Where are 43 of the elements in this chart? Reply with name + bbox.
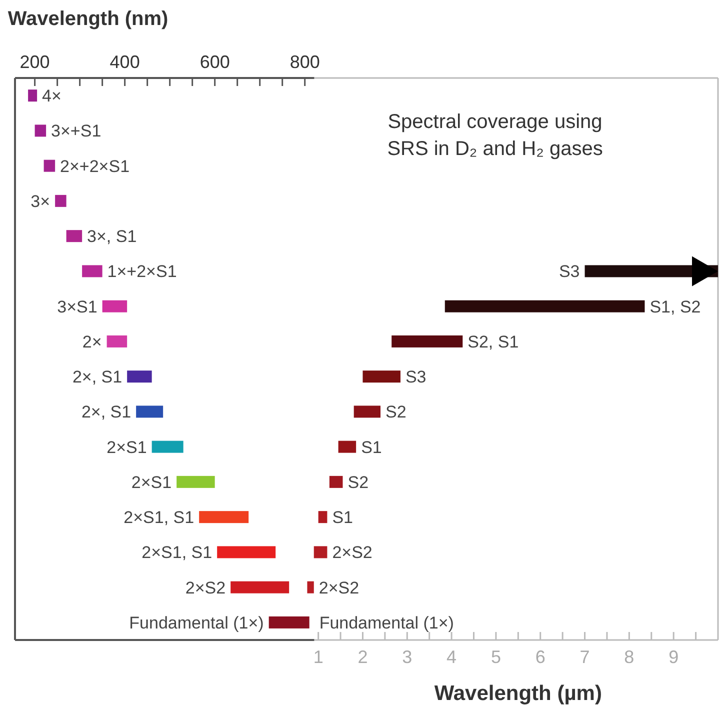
- x-tick-label: 1: [313, 647, 324, 667]
- x-tick-label: 2: [358, 647, 368, 667]
- series-label: S2, S1: [468, 332, 519, 352]
- series-label: S1, S2: [650, 297, 701, 316]
- x-tick-label: 4: [446, 647, 457, 667]
- series-label: 2×, S1: [81, 402, 132, 422]
- x-tick-label: 3: [402, 647, 412, 667]
- series-label: 2×S1: [131, 472, 172, 492]
- series-label: S1: [361, 438, 382, 457]
- x-axis-title: Wavelength (µm): [434, 682, 602, 705]
- series-label: S3: [405, 368, 426, 387]
- series-label: 2×S1, S1: [124, 508, 194, 528]
- series-label: 4×: [42, 86, 62, 106]
- series-label: 2×S1: [106, 438, 147, 457]
- series-label: S1: [332, 508, 353, 528]
- series-label: 3×S1: [57, 297, 98, 316]
- annotation: Fundamental (1×): [319, 613, 454, 632]
- x-tick-label: 6: [535, 647, 546, 667]
- x2-axis-title: Wavelength (nm): [8, 8, 168, 30]
- series-label: 2×S1, S1: [142, 543, 212, 562]
- x-tick-label: 5: [490, 647, 501, 667]
- series-label: 2×S2: [318, 578, 360, 598]
- series-label: 2×: [82, 332, 102, 352]
- series-label: 2×S2: [332, 543, 372, 562]
- annotation: Spectral coverage using SRS in D₂ and H₂ gases: [387, 111, 603, 160]
- series-label: 2×, S1: [72, 368, 122, 387]
- x2-tick-label: 400: [110, 52, 140, 72]
- series-label: S2: [348, 472, 369, 492]
- x-tick-label: 7: [580, 647, 590, 667]
- series-label: 2×S2: [185, 578, 226, 598]
- series-label: 1×+2×S1: [107, 262, 177, 282]
- series-label: S2: [385, 402, 406, 422]
- series-label: 3×, S1: [87, 227, 137, 246]
- x-tick-label: 9: [668, 647, 679, 667]
- series-label: 3×+S1: [51, 122, 102, 141]
- x2-tick-label: 600: [200, 52, 230, 72]
- series-label: 3×: [30, 192, 50, 211]
- x2-tick-label: 800: [290, 52, 320, 72]
- x2-tick-label: 200: [20, 52, 50, 72]
- series-label: S3: [558, 262, 580, 282]
- x-tick-label: 8: [624, 647, 634, 667]
- series-label: Fundamental (1×): [129, 613, 264, 632]
- series-label: 2×+2×S1: [60, 156, 130, 176]
